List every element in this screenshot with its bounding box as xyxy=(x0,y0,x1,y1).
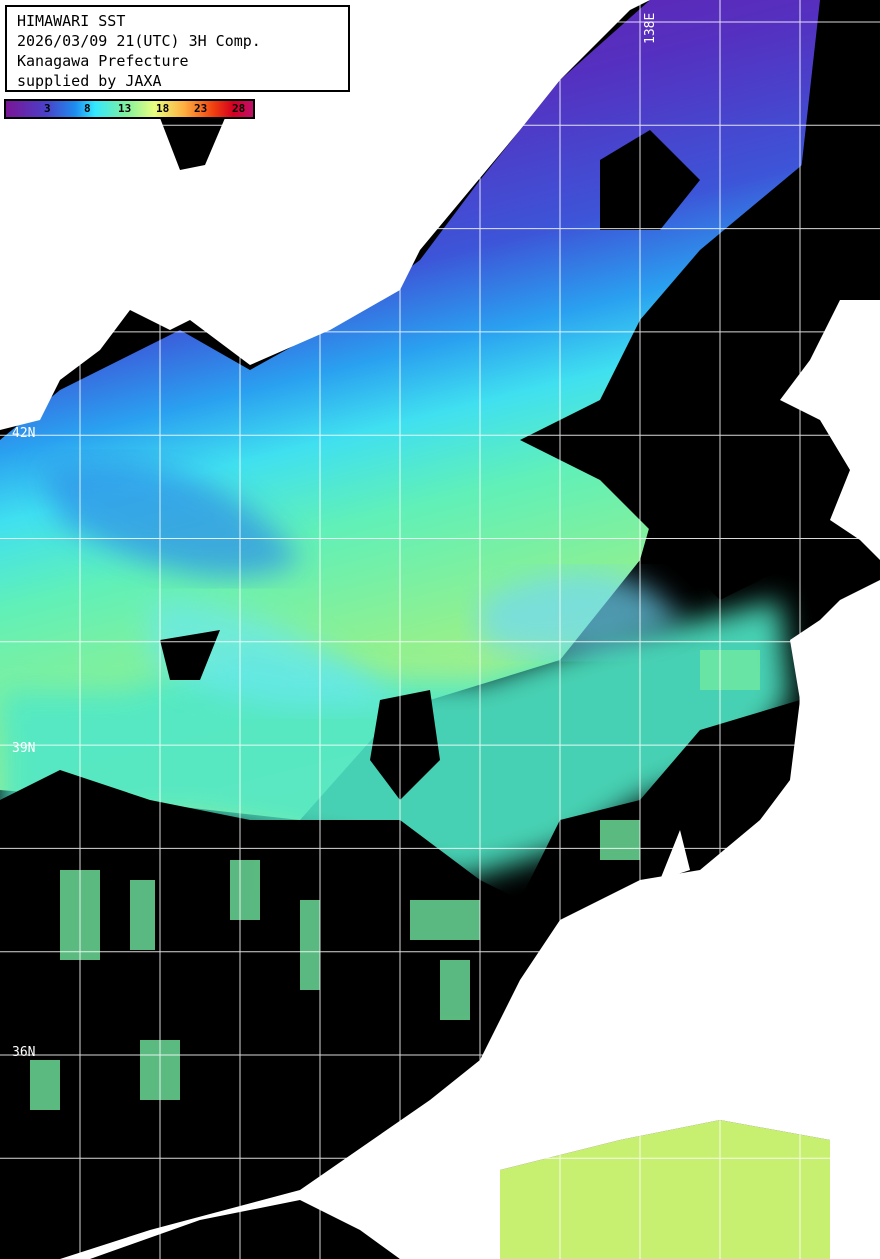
colorbar-tick: 18 xyxy=(156,102,170,115)
lon-label-138e: 138E xyxy=(643,12,658,44)
title-organization: Kanagawa Prefecture xyxy=(17,52,189,70)
title-product: HIMAWARI SST xyxy=(17,12,126,30)
top-peninsula-black xyxy=(160,118,225,170)
colorbar-tick: 23 xyxy=(194,102,208,115)
lat-label-42n: 42N xyxy=(12,426,36,441)
land-sado-island xyxy=(660,830,690,880)
land-honshu xyxy=(60,580,880,1259)
colorbar-tick: 3 xyxy=(44,102,51,115)
title-box: HIMAWARI SST 2026/03/09 21(UTC) 3H Comp.… xyxy=(5,5,350,92)
sparse-sea-pixels xyxy=(30,650,760,1110)
title-supplier: supplied by JAXA xyxy=(17,72,162,90)
land-hokkaido xyxy=(780,300,880,560)
temperature-colorbar: 3 8 13 18 23 28 xyxy=(4,99,255,119)
colorbar-tick: 13 xyxy=(118,102,132,115)
lat-label-39n: 39N xyxy=(12,741,36,756)
colorbar-tick: 28 xyxy=(232,102,246,115)
lat-label-36n: 36N xyxy=(12,1045,36,1060)
title-datetime: 2026/03/09 21(UTC) 3H Comp. xyxy=(17,32,261,50)
colorbar-tick: 8 xyxy=(84,102,91,115)
